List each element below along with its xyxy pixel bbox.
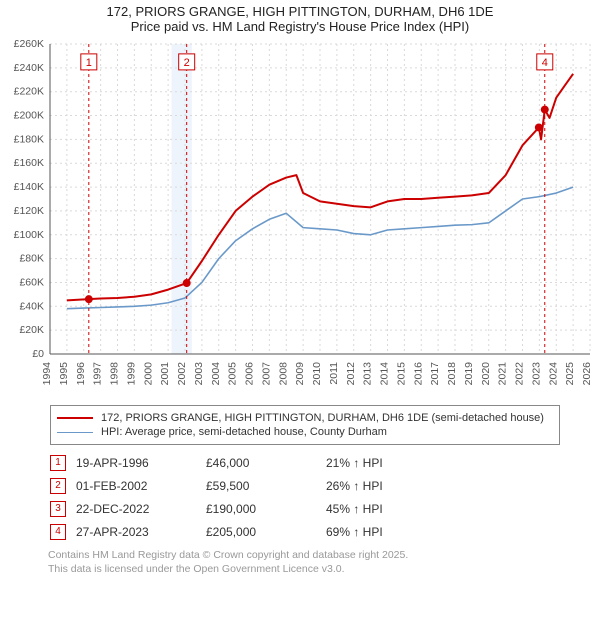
svg-text:2026: 2026 [581,362,593,386]
sale-pct: 21% ↑ HPI [326,451,393,474]
legend-label: 172, PRIORS GRANGE, HIGH PITTINGTON, DUR… [101,412,544,424]
svg-text:£160K: £160K [14,157,44,169]
svg-text:2025: 2025 [564,362,576,386]
marker-box: 4 [50,524,66,540]
legend-swatch [57,417,93,419]
marker-box: 2 [50,478,66,494]
table-row: 2 01-FEB-2002£59,50026% ↑ HPI [50,474,393,497]
legend: 172, PRIORS GRANGE, HIGH PITTINGTON, DUR… [50,405,560,445]
svg-text:1994: 1994 [41,362,53,386]
table-row: 1 19-APR-1996£46,00021% ↑ HPI [50,451,393,474]
sale-pct: 69% ↑ HPI [326,520,393,543]
legend-row: HPI: Average price, semi-detached house,… [57,426,553,438]
svg-text:2010: 2010 [311,362,323,386]
svg-text:£120K: £120K [14,205,44,217]
svg-text:2022: 2022 [514,362,526,386]
svg-text:2004: 2004 [210,362,222,386]
svg-text:2017: 2017 [429,362,441,386]
svg-text:1: 1 [86,57,92,69]
svg-text:2024: 2024 [547,362,559,386]
svg-text:2020: 2020 [480,362,492,386]
svg-text:£60K: £60K [19,276,44,288]
svg-text:2011: 2011 [328,362,340,385]
svg-text:2003: 2003 [193,362,205,386]
sale-price: £205,000 [206,520,326,543]
svg-text:2019: 2019 [463,362,475,386]
svg-text:£220K: £220K [14,86,44,98]
svg-text:2023: 2023 [530,362,542,386]
sale-date: 19-APR-1996 [76,451,206,474]
title-line-1: 172, PRIORS GRANGE, HIGH PITTINGTON, DUR… [0,4,600,19]
legend-row: 172, PRIORS GRANGE, HIGH PITTINGTON, DUR… [57,412,553,424]
footer-line-2: This data is licensed under the Open Gov… [48,563,600,577]
svg-text:2016: 2016 [412,362,424,386]
svg-text:2018: 2018 [446,362,458,386]
footer-line-1: Contains HM Land Registry data © Crown c… [48,549,600,563]
price-chart: £0 £20K £40K £60K £80K £100K £120K £140K £160K £1… [0,34,600,399]
svg-text:£40K: £40K [19,300,44,312]
svg-text:£0: £0 [32,348,44,360]
svg-text:2013: 2013 [362,362,374,386]
svg-text:2005: 2005 [227,362,239,386]
sale-marker: 4 [50,520,76,543]
svg-text:1995: 1995 [58,362,70,386]
svg-text:1996: 1996 [75,362,87,386]
svg-text:2000: 2000 [142,362,154,386]
sale-marker: 2 [50,474,76,497]
title-line-2: Price paid vs. HM Land Registry's House … [0,19,600,34]
sale-date: 27-APR-2023 [76,520,206,543]
svg-text:2021: 2021 [497,362,509,386]
table-row: 3 22-DEC-2022£190,00045% ↑ HPI [50,497,393,520]
sale-date: 22-DEC-2022 [76,497,206,520]
svg-text:2006: 2006 [244,362,256,386]
footer-attribution: Contains HM Land Registry data © Crown c… [48,549,600,576]
svg-text:£180K: £180K [14,133,44,145]
svg-text:2007: 2007 [260,362,272,386]
svg-text:1999: 1999 [125,362,137,386]
table-row: 4 27-APR-2023£205,00069% ↑ HPI [50,520,393,543]
sale-pct: 45% ↑ HPI [326,497,393,520]
marker-box: 1 [50,455,66,471]
legend-label: HPI: Average price, semi-detached house,… [101,426,387,438]
svg-text:2015: 2015 [395,362,407,386]
legend-swatch [57,432,93,433]
svg-text:2009: 2009 [294,362,306,386]
svg-text:£20K: £20K [19,324,44,336]
sale-pct: 26% ↑ HPI [326,474,393,497]
chart-title: 172, PRIORS GRANGE, HIGH PITTINGTON, DUR… [0,0,600,34]
sale-date: 01-FEB-2002 [76,474,206,497]
svg-text:2008: 2008 [277,362,289,386]
sale-price: £190,000 [206,497,326,520]
sales-table: 1 19-APR-1996£46,00021% ↑ HPI 2 01-FEB-2002… [50,451,393,543]
svg-text:2014: 2014 [379,362,391,386]
svg-text:2001: 2001 [159,362,171,386]
sale-price: £46,000 [206,451,326,474]
svg-text:2002: 2002 [176,362,188,386]
svg-text:£260K: £260K [14,38,44,50]
marker-box: 3 [50,501,66,517]
chart-svg: £0 £20K £40K £60K £80K £100K £120K £140K £160K £1… [0,34,600,394]
svg-text:4: 4 [542,57,548,69]
svg-text:£240K: £240K [14,62,44,74]
sale-marker: 1 [50,451,76,474]
svg-text:£100K: £100K [14,229,44,241]
svg-text:1998: 1998 [109,362,121,386]
svg-text:2: 2 [184,57,190,69]
sale-marker: 3 [50,497,76,520]
svg-text:2012: 2012 [345,362,357,386]
svg-text:£200K: £200K [14,110,44,122]
sale-price: £59,500 [206,474,326,497]
svg-text:1997: 1997 [92,362,104,386]
svg-text:£140K: £140K [14,181,44,193]
svg-text:£80K: £80K [19,253,44,265]
